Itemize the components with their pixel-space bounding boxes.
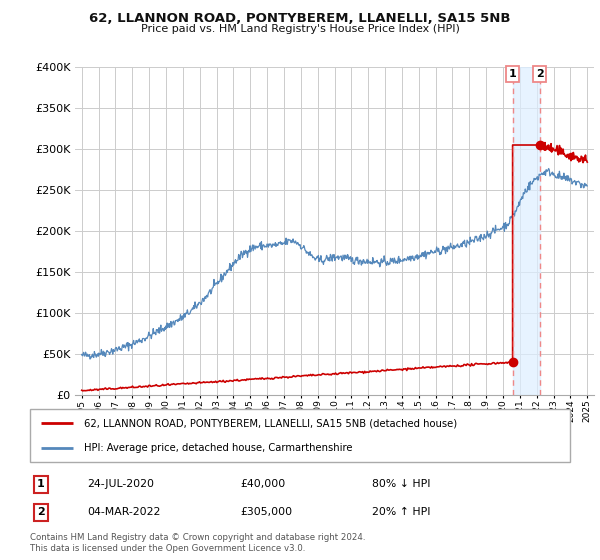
Text: Contains HM Land Registry data © Crown copyright and database right 2024.
This d: Contains HM Land Registry data © Crown c… <box>30 533 365 553</box>
Text: 24-JUL-2020: 24-JUL-2020 <box>87 479 154 489</box>
Text: £305,000: £305,000 <box>240 507 292 517</box>
Text: 2: 2 <box>536 69 544 79</box>
Text: 80% ↓ HPI: 80% ↓ HPI <box>372 479 431 489</box>
Text: 62, LLANNON ROAD, PONTYBEREM, LLANELLI, SA15 5NB: 62, LLANNON ROAD, PONTYBEREM, LLANELLI, … <box>89 12 511 25</box>
Text: £40,000: £40,000 <box>240 479 285 489</box>
Text: 62, LLANNON ROAD, PONTYBEREM, LLANELLI, SA15 5NB (detached house): 62, LLANNON ROAD, PONTYBEREM, LLANELLI, … <box>84 418 457 428</box>
Text: 2: 2 <box>37 507 44 517</box>
Text: 1: 1 <box>37 479 44 489</box>
Text: HPI: Average price, detached house, Carmarthenshire: HPI: Average price, detached house, Carm… <box>84 442 353 452</box>
Text: 1: 1 <box>509 69 517 79</box>
Text: 04-MAR-2022: 04-MAR-2022 <box>87 507 160 517</box>
Bar <box>512 67 539 395</box>
Text: 20% ↑ HPI: 20% ↑ HPI <box>372 507 431 517</box>
Text: Price paid vs. HM Land Registry's House Price Index (HPI): Price paid vs. HM Land Registry's House … <box>140 24 460 34</box>
